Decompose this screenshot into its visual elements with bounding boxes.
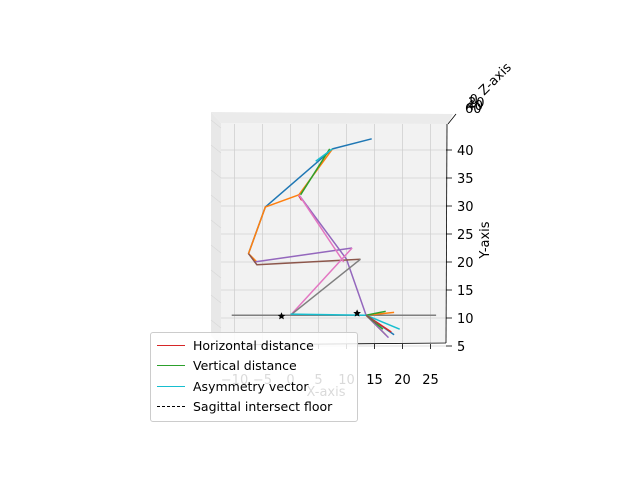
y-tick-label: 35 — [457, 172, 474, 187]
y-tick-label: 5 — [457, 340, 465, 355]
legend-entry: Horizontal distance — [157, 336, 314, 354]
chart-panes — [211, 112, 453, 345]
y-tick-label: 15 — [457, 284, 474, 299]
legend-entry: Sagittal intersect floor — [157, 398, 332, 416]
legend-label: Asymmetry vector — [193, 379, 309, 394]
y-tick-label: 20 — [457, 256, 474, 271]
legend-label: Horizontal distance — [193, 338, 314, 353]
y-tick-label: 40 — [457, 144, 474, 159]
x-tick-label: 25 — [422, 373, 439, 388]
legend-swatch — [157, 386, 185, 387]
legend-swatch — [157, 406, 185, 407]
legend-swatch — [157, 365, 185, 366]
y-tick-label: 10 — [457, 312, 474, 327]
legend-label: Sagittal intersect floor — [193, 399, 332, 414]
top-pane — [211, 112, 453, 124]
y-tick-label: 30 — [457, 200, 474, 215]
x-tick-label: 15 — [366, 373, 383, 388]
legend-entry: Asymmetry vector — [157, 377, 309, 395]
legend-swatch — [157, 345, 185, 346]
legend-entry: Vertical distance — [157, 357, 297, 375]
z-axis-label: Z-axis — [476, 60, 515, 99]
x-tick-label: 20 — [394, 373, 411, 388]
legend-label: Vertical distance — [193, 358, 297, 373]
side-pane — [211, 112, 221, 345]
z-tick-label: 0 — [470, 93, 478, 108]
y-tick-label: 25 — [457, 228, 474, 243]
chart-legend: Horizontal distance Vertical distance Asym… — [150, 332, 358, 422]
y-axis-label: Y-axis — [478, 221, 493, 259]
